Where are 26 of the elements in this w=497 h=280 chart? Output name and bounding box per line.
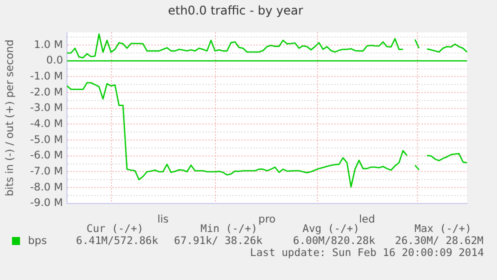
text: 6.00M/820.28k: [293, 235, 376, 247]
text: 26.30M/ 28.62M: [395, 235, 484, 247]
y-tick-label: -9.0 M: [30, 197, 63, 210]
text: 6.41M/572.86k: [76, 235, 158, 247]
legend-label: bps: [28, 235, 47, 247]
x-tick-label: pro: [258, 213, 276, 226]
text: Max (-/+): [414, 223, 472, 235]
x-tick-label: led: [358, 213, 376, 226]
y-tick-label: -4.0 M: [30, 118, 63, 130]
y-tick-label: -7.0 M: [30, 165, 63, 178]
y-tick-label: -1.0 M: [30, 70, 63, 82]
y-tick-label: -5.0 M: [30, 134, 63, 146]
y-tick-label: -3.0 M: [30, 102, 63, 114]
text: Avg (-/+): [302, 223, 360, 235]
x-tick-label: lis: [157, 213, 169, 226]
chart-title: eth0.0 traffic - by year: [168, 3, 304, 18]
y-tick-label: -6.0 M: [30, 150, 63, 162]
y-tick-label: 1.0 M: [34, 38, 63, 51]
y-axis-title: bits in (-) / out (+) per second: [4, 40, 16, 196]
y-tick-label: 0.0: [46, 54, 63, 67]
y-tick-label: -2.0 M: [30, 86, 63, 98]
y-tick-label: -8.0 M: [30, 181, 63, 194]
text: 67.91k/ 38.26k: [174, 235, 263, 247]
text: Min (-/+): [200, 223, 258, 235]
text: Last update: Sun Feb 16 20:00:09 2014: [250, 247, 484, 259]
text: Cur (-/+): [86, 223, 144, 235]
